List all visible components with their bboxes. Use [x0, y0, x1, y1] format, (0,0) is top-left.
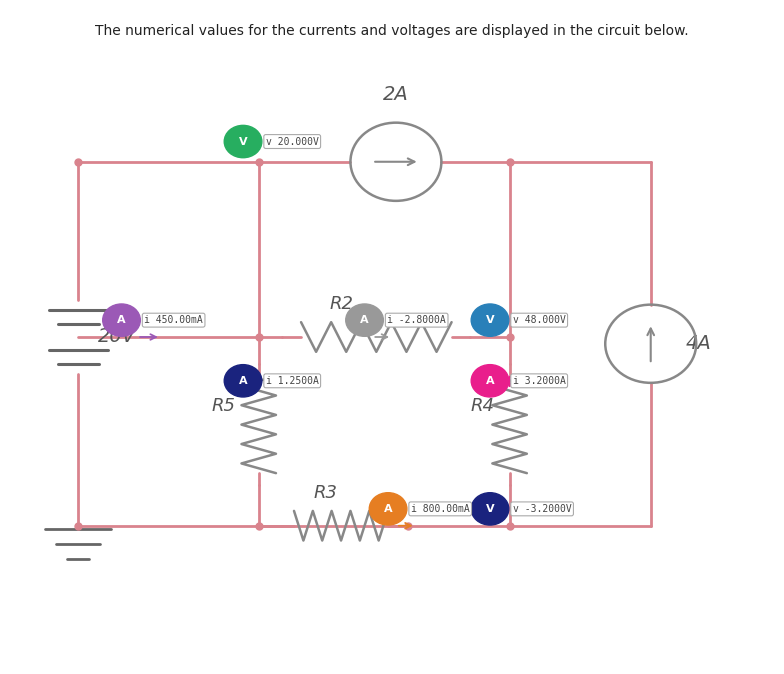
Circle shape — [471, 365, 509, 397]
Text: R4: R4 — [470, 396, 494, 415]
Circle shape — [471, 304, 509, 336]
Text: V: V — [485, 315, 495, 325]
Text: 4A: 4A — [686, 334, 712, 353]
Circle shape — [224, 125, 262, 158]
Text: i 450.00mA: i 450.00mA — [144, 315, 203, 325]
Text: A: A — [383, 504, 393, 514]
Text: v 20.000V: v 20.000V — [266, 137, 318, 146]
Circle shape — [224, 365, 262, 397]
Text: i 800.00mA: i 800.00mA — [411, 504, 470, 514]
Text: A: A — [117, 315, 126, 325]
Text: v -3.2000V: v -3.2000V — [513, 504, 572, 514]
Text: v 48.000V: v 48.000V — [513, 315, 565, 325]
Text: V: V — [238, 137, 248, 146]
Circle shape — [369, 493, 407, 525]
Circle shape — [471, 493, 509, 525]
Text: 2A: 2A — [383, 86, 408, 104]
Text: V: V — [485, 504, 495, 514]
Circle shape — [346, 304, 383, 336]
Text: R5: R5 — [212, 396, 235, 415]
Text: A: A — [360, 315, 369, 325]
Text: i 1.2500A: i 1.2500A — [266, 376, 318, 386]
Text: A: A — [485, 376, 495, 386]
Text: 20V: 20V — [98, 328, 136, 346]
Text: R3: R3 — [314, 484, 337, 502]
Text: i -2.8000A: i -2.8000A — [387, 315, 446, 325]
Text: A: A — [238, 376, 248, 386]
Circle shape — [103, 304, 140, 336]
Text: The numerical values for the currents and voltages are displayed in the circuit : The numerical values for the currents an… — [95, 24, 689, 38]
Text: i 3.2000A: i 3.2000A — [513, 376, 565, 386]
Text: R2: R2 — [329, 295, 353, 313]
